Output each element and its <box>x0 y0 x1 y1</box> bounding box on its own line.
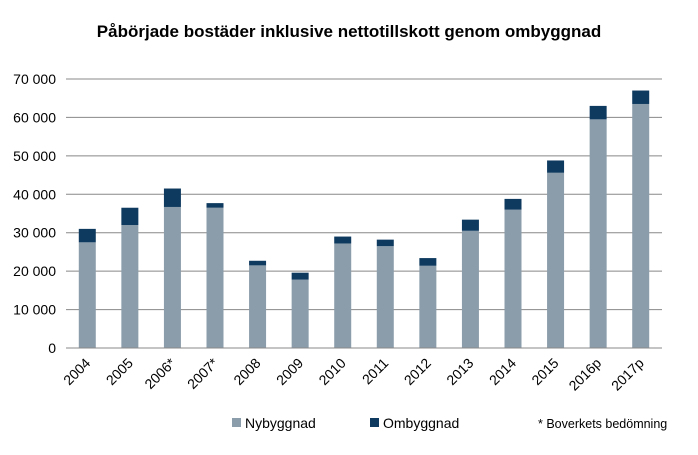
bar-nybyggnad-2011 <box>376 246 394 348</box>
x-tick-label: 2011 <box>359 355 392 388</box>
bar-ombyggnad-2017p <box>632 90 650 104</box>
bar-ombyggnad-2008 <box>249 260 267 266</box>
legend-label-nybyggnad: Nybyggnad <box>245 415 316 431</box>
x-tick-label: 2007* <box>184 354 222 392</box>
bar-nybyggnad-2015 <box>547 172 565 348</box>
bar-nybyggnad-2008 <box>249 265 267 348</box>
x-tick-label: 2005 <box>103 355 136 388</box>
bar-ombyggnad-2015 <box>547 160 565 173</box>
y-tick-label: 30 000 <box>13 225 56 241</box>
x-tick-label: 2013 <box>443 355 476 388</box>
legend-swatch-ombyggnad <box>370 418 379 427</box>
x-tick-label: 2008 <box>230 355 263 388</box>
legend-label-ombyggnad: Ombyggnad <box>383 415 459 431</box>
y-tick-label: 70 000 <box>13 71 56 87</box>
legend-swatch-nybyggnad <box>232 418 241 427</box>
y-tick-label: 10 000 <box>13 302 56 318</box>
bar-ombyggnad-2004 <box>78 228 96 243</box>
bar-nybyggnad-2016p <box>589 119 607 348</box>
x-axis-ticks: 2004 2005 2006* 2007* 2008 2009 2010 2011 2012 20… <box>60 354 647 393</box>
bar-nybyggnad-2012 <box>419 265 437 348</box>
bar-ombyggnad-2011 <box>376 239 394 247</box>
bar-nybyggnad-2004 <box>78 242 96 348</box>
y-tick-label: 50 000 <box>13 148 56 164</box>
x-tick-label: 2010 <box>315 355 348 388</box>
y-axis-ticks: 0 10 000 20 000 30 000 40 000 50 000 60 000 70 … <box>13 71 56 356</box>
bar-nybyggnad-2005 <box>121 225 139 348</box>
bar-ombyggnad-2010 <box>334 236 352 244</box>
bars <box>78 90 650 348</box>
bar-nybyggnad-2006 <box>163 206 181 348</box>
bar-nybyggnad-2017p <box>632 103 650 348</box>
bar-ombyggnad-2005 <box>121 207 139 226</box>
bar-nybyggnad-2013 <box>461 230 479 348</box>
footnote: * Boverkets bedömning <box>538 417 667 431</box>
x-tick-label: 2016p <box>565 355 604 394</box>
bar-ombyggnad-2007 <box>206 203 224 208</box>
y-tick-label: 60 000 <box>13 109 56 125</box>
bar-ombyggnad-2014 <box>504 198 522 210</box>
x-tick-label: 2017p <box>608 355 647 394</box>
x-tick-label: 2015 <box>528 355 561 388</box>
x-tick-label: 2009 <box>273 355 306 388</box>
bar-ombyggnad-2016p <box>589 105 607 120</box>
x-tick-label: 2012 <box>401 355 434 388</box>
y-tick-label: 40 000 <box>13 186 56 202</box>
bar-ombyggnad-2009 <box>291 272 309 280</box>
bar-nybyggnad-2007 <box>206 207 224 348</box>
bar-ombyggnad-2013 <box>461 219 479 231</box>
gridlines <box>66 78 662 311</box>
x-tick-label: 2004 <box>60 355 93 388</box>
y-tick-label: 0 <box>48 340 56 356</box>
bar-ombyggnad-2006 <box>163 188 181 207</box>
bar-nybyggnad-2009 <box>291 279 309 348</box>
bar-nybyggnad-2014 <box>504 209 522 348</box>
y-tick-label: 20 000 <box>13 263 56 279</box>
legend: Nybyggnad Ombyggnad <box>232 415 459 431</box>
x-tick-label: 2014 <box>486 355 519 388</box>
bar-ombyggnad-2012 <box>419 258 437 266</box>
x-tick-label: 2006* <box>141 354 179 392</box>
bar-nybyggnad-2010 <box>334 243 352 348</box>
chart-title: Påbörjade bostäder inklusive nettotillsk… <box>97 22 601 41</box>
